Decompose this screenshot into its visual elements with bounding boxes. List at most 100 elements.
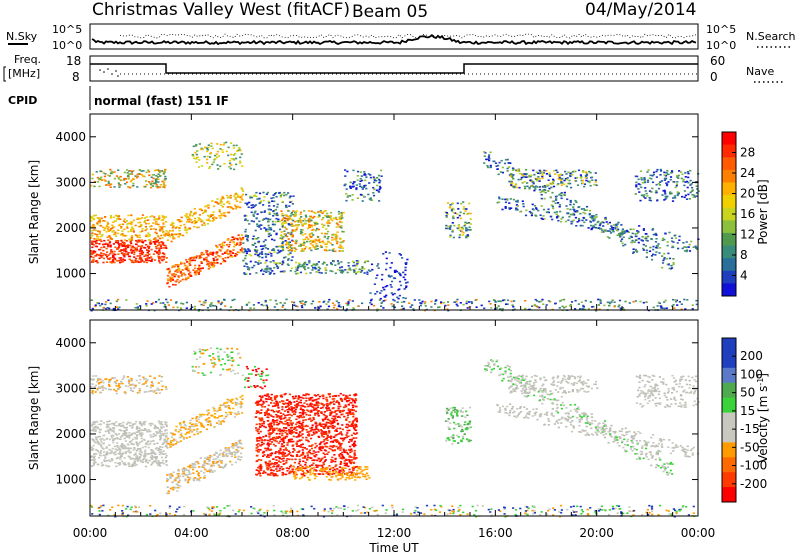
- power-echo: [382, 287, 384, 289]
- velocity-echo: [166, 447, 168, 449]
- velocity-echo: [198, 416, 200, 418]
- power-echo: [612, 300, 614, 302]
- velocity-echo: [100, 424, 102, 426]
- power-echo: [135, 244, 137, 246]
- power-echo: [302, 239, 304, 241]
- power-echo: [266, 193, 268, 195]
- power-echo: [91, 252, 93, 254]
- power-echo: [154, 259, 156, 261]
- velocity-echo: [227, 348, 229, 350]
- velocity-echo: [109, 381, 111, 383]
- velocity-echo: [105, 431, 107, 433]
- power-echo: [559, 177, 561, 179]
- power-echo: [260, 228, 262, 230]
- power-echo: [531, 212, 533, 214]
- power-echo: [200, 261, 202, 263]
- power-echo: [335, 273, 337, 275]
- power-echo: [230, 164, 232, 166]
- power-echo: [207, 255, 209, 257]
- power-echo: [265, 256, 267, 258]
- power-echo: [233, 242, 235, 244]
- power-echo: [122, 241, 124, 243]
- power-echo: [184, 227, 186, 229]
- power-echo: [206, 162, 208, 164]
- power-echo: [661, 267, 663, 269]
- power-echo: [466, 222, 468, 224]
- velocity-echo: [118, 383, 120, 385]
- power-echo: [530, 175, 532, 177]
- power-echo: [302, 234, 304, 236]
- power-echo: [186, 266, 188, 268]
- power-echo: [241, 234, 243, 236]
- power-echo: [149, 226, 151, 228]
- power-echo: [490, 166, 492, 168]
- power-echo: [114, 232, 116, 234]
- power-echo: [589, 213, 591, 215]
- power-echo: [237, 239, 239, 241]
- velocity-echo: [103, 455, 105, 457]
- velocity-echo: [153, 433, 155, 435]
- power-echo: [163, 218, 165, 220]
- velocity-echo: [151, 390, 153, 392]
- power-echo: [619, 235, 621, 237]
- power-echo: [92, 224, 94, 226]
- power-echo: [635, 249, 637, 251]
- power-echo: [560, 193, 562, 195]
- power-echo: [683, 299, 685, 301]
- power-echo: [214, 305, 216, 307]
- power-echo: [319, 306, 321, 308]
- velocity-echo: [222, 454, 224, 456]
- power-echo: [588, 227, 590, 229]
- velocity-echo: [194, 467, 196, 469]
- velocity-echo: [115, 421, 117, 423]
- power-echo: [373, 195, 375, 197]
- power-echo: [291, 248, 293, 250]
- velocity-echo: [231, 357, 233, 359]
- power-echo: [178, 277, 180, 279]
- power-echo: [213, 161, 215, 163]
- velocity-echo: [128, 463, 130, 465]
- power-echo: [108, 182, 110, 184]
- power-echo: [254, 211, 256, 213]
- velocity-echo: [189, 428, 191, 430]
- power-echo: [614, 306, 616, 308]
- velocity-echo: [104, 456, 106, 458]
- power-echo: [165, 216, 167, 218]
- power-echo: [216, 262, 218, 264]
- velocity-echo: [108, 432, 110, 434]
- power-echo: [141, 239, 143, 241]
- power-echo: [145, 230, 147, 232]
- power-echo: [245, 194, 247, 196]
- velocity-echo: [183, 437, 185, 439]
- power-echo: [557, 202, 559, 204]
- power-echo: [230, 154, 232, 156]
- power-echo: [529, 180, 531, 182]
- power-echo: [141, 230, 143, 232]
- power-echo: [335, 217, 337, 219]
- power-echo: [445, 228, 447, 230]
- velocity-echo: [204, 457, 206, 459]
- power-echo: [125, 299, 127, 301]
- power-echo: [623, 308, 625, 310]
- power-echo: [624, 230, 626, 232]
- power-echo: [182, 269, 184, 271]
- power-echo: [273, 262, 275, 264]
- velocity-echo: [103, 439, 105, 441]
- power-echo: [182, 235, 184, 237]
- power-echo: [256, 198, 258, 200]
- power-echo: [686, 247, 688, 249]
- power-echo: [161, 259, 163, 261]
- power-echo: [274, 306, 276, 308]
- velocity-echo: [92, 448, 94, 450]
- power-echo: [158, 215, 160, 217]
- power-echo: [197, 157, 199, 159]
- power-echo: [667, 174, 669, 176]
- power-echo: [263, 200, 265, 202]
- power-echo: [206, 148, 208, 150]
- power-echo: [163, 216, 165, 218]
- power-echo: [404, 279, 406, 281]
- power-echo: [238, 252, 240, 254]
- power-echo: [150, 187, 152, 189]
- power-echo: [123, 249, 125, 251]
- power-echo: [669, 191, 671, 193]
